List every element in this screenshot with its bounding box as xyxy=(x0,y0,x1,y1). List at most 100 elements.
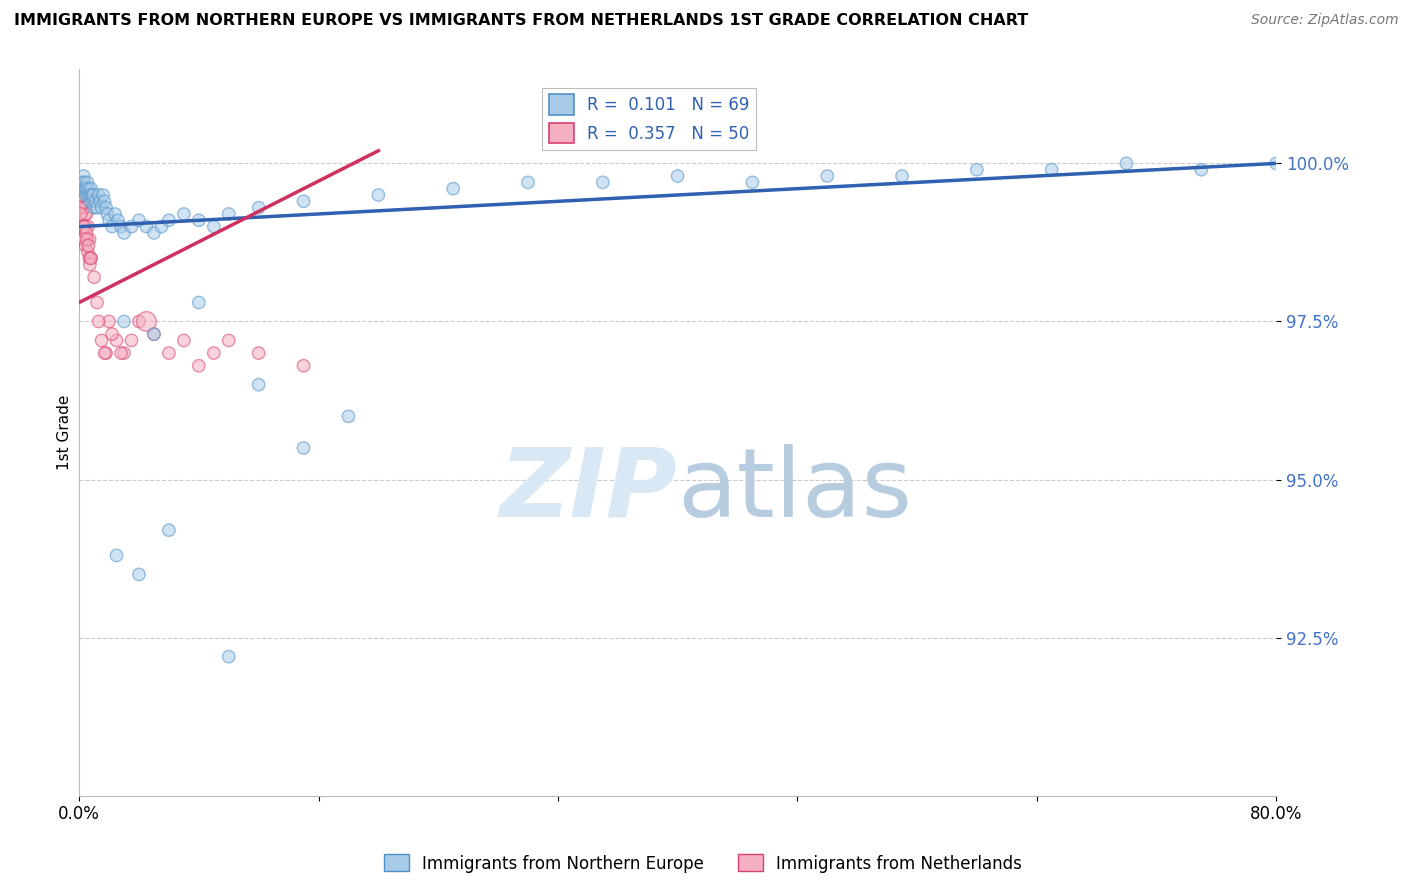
Point xyxy=(73,232,96,246)
Point xyxy=(87,188,110,202)
Point xyxy=(121,334,143,348)
Point xyxy=(77,219,100,234)
Y-axis label: 1st Grade: 1st Grade xyxy=(58,394,72,470)
Point xyxy=(70,188,93,202)
Point xyxy=(69,182,91,196)
Point xyxy=(86,201,108,215)
Point xyxy=(741,175,763,189)
Point xyxy=(76,244,98,259)
Point xyxy=(75,226,97,240)
Point xyxy=(157,213,180,227)
Point xyxy=(79,252,101,266)
Point xyxy=(128,314,150,328)
Point xyxy=(70,194,93,209)
Point xyxy=(142,226,165,240)
Point xyxy=(72,232,94,246)
Point xyxy=(93,346,115,360)
Point xyxy=(80,188,103,202)
Point xyxy=(107,213,129,227)
Point xyxy=(292,441,315,455)
Point xyxy=(112,314,135,328)
Point xyxy=(142,327,165,342)
Point xyxy=(75,188,97,202)
Point xyxy=(69,201,91,215)
Point xyxy=(112,346,135,360)
Point xyxy=(173,207,195,221)
Point xyxy=(73,219,96,234)
Point xyxy=(292,359,315,373)
Point xyxy=(76,232,98,246)
Point xyxy=(69,182,91,196)
Point xyxy=(101,327,124,342)
Point xyxy=(70,207,93,221)
Point xyxy=(110,346,132,360)
Point xyxy=(77,238,100,252)
Point xyxy=(128,567,150,582)
Point xyxy=(75,201,97,215)
Point xyxy=(891,169,914,183)
Point xyxy=(70,175,93,189)
Point xyxy=(157,523,180,537)
Point xyxy=(441,182,464,196)
Legend: R =  0.101   N = 69, R =  0.357   N = 50: R = 0.101 N = 69, R = 0.357 N = 50 xyxy=(543,87,756,150)
Point xyxy=(82,194,104,209)
Point xyxy=(89,194,111,209)
Point xyxy=(105,549,128,563)
Point xyxy=(218,334,240,348)
Point xyxy=(72,219,94,234)
Point xyxy=(86,295,108,310)
Point xyxy=(91,188,114,202)
Point xyxy=(72,182,94,196)
Point xyxy=(173,334,195,348)
Legend: Immigrants from Northern Europe, Immigrants from Netherlands: Immigrants from Northern Europe, Immigra… xyxy=(377,847,1029,880)
Point xyxy=(79,188,101,202)
Point xyxy=(815,169,838,183)
Point xyxy=(73,201,96,215)
Point xyxy=(87,314,110,328)
Point xyxy=(70,219,93,234)
Point xyxy=(218,207,240,221)
Point xyxy=(93,194,115,209)
Point xyxy=(94,201,117,215)
Point xyxy=(135,314,157,328)
Point xyxy=(76,182,98,196)
Point xyxy=(80,252,103,266)
Point xyxy=(337,409,360,424)
Point xyxy=(202,346,225,360)
Point xyxy=(98,213,121,227)
Point xyxy=(128,213,150,227)
Point xyxy=(90,201,112,215)
Point xyxy=(72,169,94,183)
Point xyxy=(75,207,97,221)
Point xyxy=(1265,156,1288,170)
Point xyxy=(79,258,101,272)
Point xyxy=(79,232,101,246)
Point xyxy=(80,182,103,196)
Text: Source: ZipAtlas.com: Source: ZipAtlas.com xyxy=(1251,13,1399,28)
Point xyxy=(247,346,270,360)
Point xyxy=(70,175,93,189)
Point xyxy=(77,182,100,196)
Text: ZIP: ZIP xyxy=(499,444,678,537)
Point xyxy=(110,219,132,234)
Point xyxy=(112,226,135,240)
Text: IMMIGRANTS FROM NORTHERN EUROPE VS IMMIGRANTS FROM NETHERLANDS 1ST GRADE CORRELA: IMMIGRANTS FROM NORTHERN EUROPE VS IMMIG… xyxy=(14,13,1028,29)
Point xyxy=(82,188,104,202)
Point xyxy=(80,252,103,266)
Point xyxy=(96,207,118,221)
Point xyxy=(73,175,96,189)
Point xyxy=(98,314,121,328)
Point xyxy=(187,359,209,373)
Point xyxy=(83,201,105,215)
Point xyxy=(1115,156,1137,170)
Point xyxy=(135,219,157,234)
Point xyxy=(72,194,94,209)
Point xyxy=(150,219,173,234)
Point xyxy=(292,194,315,209)
Point xyxy=(77,188,100,202)
Point xyxy=(218,649,240,664)
Point xyxy=(75,182,97,196)
Point xyxy=(187,295,209,310)
Point xyxy=(202,219,225,234)
Point xyxy=(94,346,117,360)
